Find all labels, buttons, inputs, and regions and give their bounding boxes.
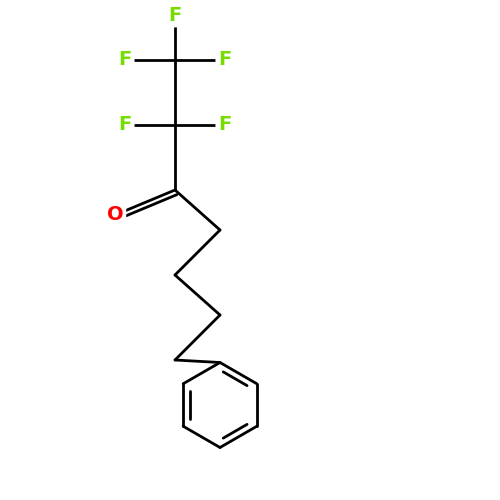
Text: O: O [106, 206, 124, 225]
Text: F: F [118, 116, 132, 134]
Text: F: F [118, 50, 132, 70]
Text: F: F [218, 116, 232, 134]
Text: F: F [218, 50, 232, 70]
Text: F: F [168, 6, 181, 25]
